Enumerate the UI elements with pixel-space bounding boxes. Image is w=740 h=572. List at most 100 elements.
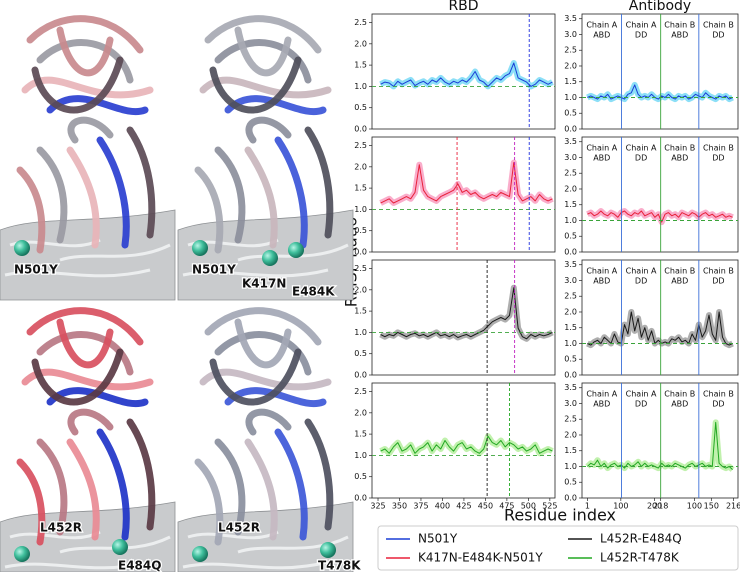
y-tick-label: 2.5 [564, 169, 577, 178]
column-title: RBD [448, 0, 478, 14]
x-tick-label: 100 [687, 502, 702, 511]
mutation-label: L452R [218, 521, 260, 535]
x-tick-label: 200 [647, 502, 662, 511]
series-line [587, 210, 733, 223]
residue-sphere [112, 539, 128, 555]
mutation-label: E484K [292, 285, 335, 299]
structure-panel: L452R E484Q [0, 307, 176, 572]
column-title: Antibody [629, 0, 691, 14]
y-tick-label: 0.5 [564, 478, 577, 487]
series-line [587, 311, 733, 346]
chain-annotation: Chain B [703, 390, 734, 399]
ribbon [66, 438, 100, 541]
ribbon [67, 116, 114, 144]
chain-annotation: Chain A [586, 144, 617, 153]
y-tick-label: 0.0 [354, 125, 367, 134]
series-line [380, 287, 553, 340]
ribbon [194, 166, 224, 254]
y-tick-label: 0.0 [354, 248, 367, 257]
chain-annotation: ABD [671, 400, 688, 409]
chain-annotation: Chain A [626, 21, 657, 30]
series-line [380, 162, 553, 204]
chain-annotation: Chain B [664, 21, 695, 30]
chain-annotation: DD [712, 400, 724, 409]
y-tick-label: 3.0 [564, 276, 577, 285]
y-tick-label: 1.0 [354, 82, 367, 91]
mutation-label: N501Y [192, 263, 236, 277]
y-tick-label: 3.0 [564, 153, 577, 162]
x-tick-label: 100 [613, 502, 628, 511]
ribbon [67, 408, 114, 436]
surface-texture [4, 530, 171, 570]
ribbon [204, 307, 322, 346]
y-tick-label: 1.5 [564, 446, 577, 455]
ribbon [56, 26, 114, 77]
ribbon [31, 56, 124, 114]
mutation-label: E484Q [118, 559, 161, 572]
y-tick-label: 2.5 [354, 141, 367, 150]
series-line [380, 435, 553, 454]
structure-panel: N501Y [0, 15, 176, 301]
ribbon [214, 39, 312, 84]
chain-annotation: ABD [593, 154, 610, 163]
y-tick-label: 1.5 [354, 430, 367, 439]
y-tick-label: 1.5 [564, 323, 577, 332]
chain-annotation: Chain A [626, 144, 657, 153]
y-tick-label: 1.0 [564, 339, 577, 348]
legend-label: L452R-E484Q [600, 532, 682, 546]
x-tick-label: 525 [542, 502, 557, 511]
chain-annotation: ABD [671, 277, 688, 286]
y-tick-label: 0.5 [564, 232, 577, 241]
mutation-label: L452R [40, 521, 82, 535]
chain-annotation: Chain B [703, 21, 734, 30]
ribbon [244, 146, 278, 249]
y-tick-label: 2.0 [354, 39, 367, 48]
residue-sphere [320, 542, 336, 558]
ribbon [234, 26, 292, 77]
x-tick-label: 218 [653, 502, 668, 511]
mutation-label: K417N [242, 277, 286, 291]
y-tick-label: 2.5 [354, 18, 367, 27]
y-tick-label: 2.5 [354, 264, 367, 273]
residue-sphere [14, 546, 30, 562]
y-tick-label: 2.0 [564, 307, 577, 316]
residue-sphere [262, 250, 278, 266]
ribbon [214, 438, 246, 536]
ribbon [26, 307, 144, 346]
y-tick-label: 0.5 [354, 349, 367, 358]
ribbon [56, 318, 114, 369]
y-tick-label: 3.5 [564, 137, 577, 146]
ribbon [194, 458, 224, 546]
y-tick-label: 1.0 [564, 93, 577, 102]
chain-annotation: ABD [671, 31, 688, 40]
chain-annotation: Chain A [586, 390, 617, 399]
legend-box [377, 525, 739, 571]
chain-annotation: DD [635, 400, 647, 409]
ribbon [126, 126, 156, 239]
surface-texture [182, 530, 349, 570]
chain-annotation: Chain B [703, 267, 734, 276]
chain-annotation: Chain A [626, 267, 657, 276]
y-tick-label: 1.5 [354, 61, 367, 70]
y-tick-label: 0.0 [354, 494, 367, 503]
ribbon [36, 331, 134, 376]
y-tick-label: 1.5 [564, 77, 577, 86]
chain-annotation: ABD [593, 277, 610, 286]
y-tick-label: 2.5 [354, 387, 367, 396]
chain-annotation: DD [712, 31, 724, 40]
ribbon [209, 56, 302, 114]
y-tick-label: 2.0 [564, 430, 577, 439]
y-tick-label: 1.0 [354, 451, 367, 460]
chain-annotation: Chain A [626, 390, 657, 399]
y-tick-label: 2.0 [354, 162, 367, 171]
y-tick-label: 0.0 [564, 125, 577, 134]
ribbon [204, 15, 322, 54]
plot-frame [371, 13, 556, 130]
chain-annotation: ABD [671, 154, 688, 163]
series-line [587, 421, 733, 470]
ribbon [245, 408, 292, 436]
ribbon [36, 39, 134, 84]
y-tick-label: 0.5 [564, 355, 577, 364]
legend-label: N501Y [418, 532, 458, 546]
y-tick-label: 1.5 [354, 307, 367, 316]
